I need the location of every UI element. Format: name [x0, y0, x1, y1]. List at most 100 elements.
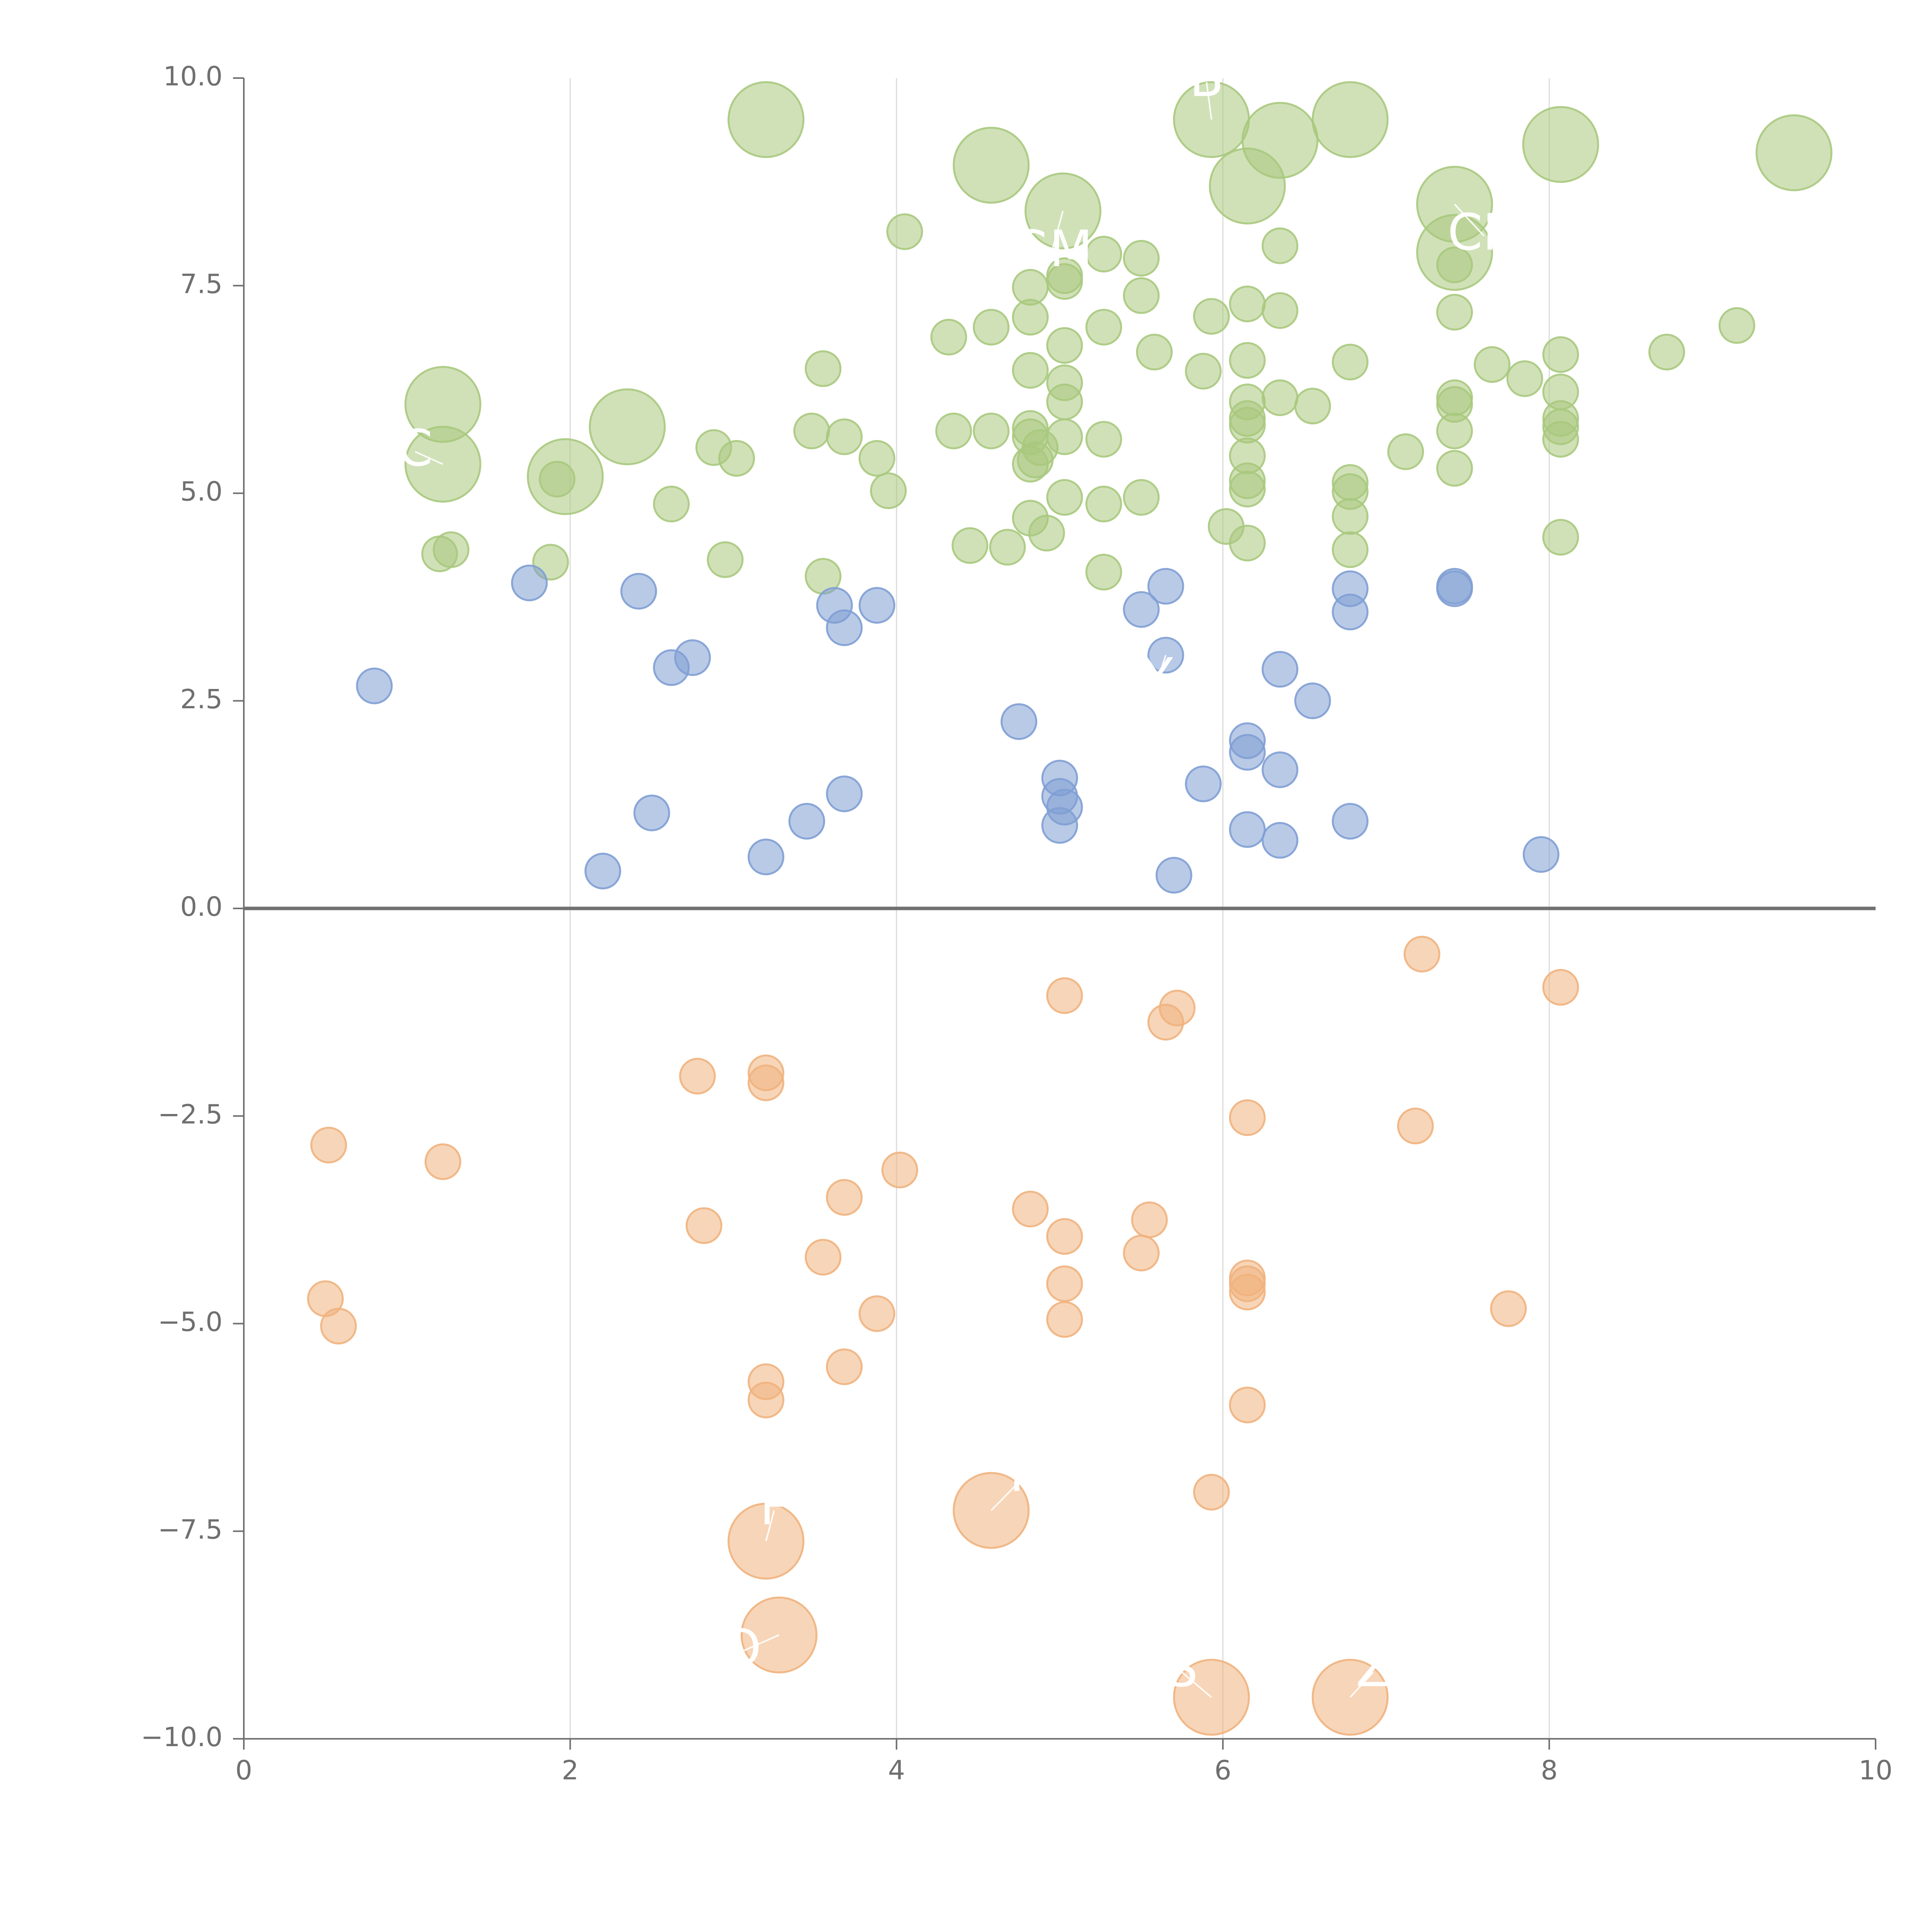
y-tick-label: 7.5: [180, 269, 223, 299]
data-point: [1046, 257, 1083, 294]
data-point: [424, 1143, 461, 1180]
annotation-label: F: [1009, 1444, 1038, 1503]
annotation-label: Z: [1356, 1639, 1390, 1698]
annotation-leader-line: [1181, 1672, 1212, 1698]
annotation-label: S: [1166, 1639, 1198, 1698]
data-point: [1155, 857, 1192, 894]
data-point: [1046, 1218, 1083, 1255]
annotations: B GM C CH Y F F O S Z: [398, 49, 1520, 1698]
data-point: [1229, 734, 1266, 771]
data-point: [826, 1348, 863, 1385]
data-point: [804, 350, 842, 387]
data-point: [1332, 803, 1369, 840]
data-point: [685, 1207, 723, 1244]
data-point: [1085, 309, 1122, 346]
data-point: [989, 529, 1026, 566]
data-point: [1136, 333, 1173, 371]
data-point: [1229, 286, 1266, 323]
data-point: [804, 1239, 842, 1276]
data-point: [356, 667, 393, 704]
data-point: [951, 527, 988, 564]
data-point: [930, 318, 967, 355]
data-point: [1028, 515, 1065, 552]
data-point: [859, 587, 896, 624]
data-point: [620, 573, 657, 610]
data-point: [1000, 703, 1037, 740]
data-point: [1262, 751, 1299, 788]
data-point: [747, 1064, 784, 1101]
data-point: [1542, 336, 1579, 373]
data-point: [1436, 450, 1473, 487]
data-point: [1397, 1107, 1434, 1145]
data-point: [1123, 479, 1160, 516]
data-point: [588, 388, 666, 466]
data-point: [432, 531, 469, 568]
data-point: [1085, 485, 1122, 522]
series-orange: [307, 935, 1579, 1736]
data-point: [1209, 147, 1286, 224]
annotation-label: B: [1189, 49, 1224, 108]
data-point: [1229, 811, 1266, 848]
data-point: [793, 412, 830, 449]
data-point: [310, 1126, 347, 1163]
data-point: [1085, 236, 1122, 273]
data-point: [1229, 406, 1266, 444]
data-point: [1332, 498, 1369, 535]
data-point: [1332, 594, 1369, 631]
data-point: [1262, 227, 1299, 264]
data-point: [788, 803, 825, 840]
data-point: [1229, 1099, 1266, 1136]
data-point: [747, 1381, 784, 1418]
data-point: [1012, 1190, 1049, 1228]
data-point: [826, 609, 863, 646]
series-green: [404, 81, 1833, 595]
data-point: [1229, 1274, 1266, 1311]
y-tick-label: −5.0: [158, 1307, 223, 1338]
y-tick-label: 0.0: [180, 891, 223, 922]
annotation-leader-line: [1454, 204, 1485, 236]
data-point: [1332, 344, 1369, 381]
annotation-leader-line: [415, 451, 444, 465]
data-point: [1185, 765, 1222, 803]
data-point: [1755, 114, 1833, 191]
annotation-leader-line: [990, 1476, 1025, 1511]
data-point: [1085, 421, 1122, 458]
data-point: [973, 412, 1010, 449]
data-point: [1012, 352, 1049, 389]
data-point: [1542, 969, 1579, 1006]
data-point: [859, 1295, 896, 1332]
data-point: [886, 213, 923, 250]
data-point: [1506, 360, 1543, 397]
data-point: [973, 309, 1010, 346]
data-point: [935, 412, 972, 449]
x-tick-label: 6: [1214, 1755, 1231, 1786]
data-point: [1262, 292, 1299, 329]
data-point: [1522, 106, 1599, 183]
annotation-leader-line: [1349, 1672, 1374, 1698]
data-point: [718, 440, 755, 477]
data-point: [653, 485, 690, 522]
data-point: [1262, 651, 1299, 688]
data-point: [1041, 807, 1078, 844]
data-point: [674, 639, 711, 676]
data-point: [1046, 383, 1083, 420]
data-point: [1229, 1386, 1266, 1423]
data-point: [1294, 682, 1331, 719]
data-point: [1229, 471, 1266, 508]
data-point: [320, 1308, 357, 1345]
data-point: [1046, 977, 1083, 1014]
data-point: [707, 541, 744, 578]
data-point: [826, 775, 863, 812]
data-point: [539, 461, 576, 498]
x-tick-label: 0: [235, 1755, 252, 1786]
data-point: [1542, 519, 1579, 556]
data-point: [1387, 433, 1424, 470]
y-tick-label: −2.5: [158, 1099, 223, 1130]
data-point: [584, 852, 621, 889]
annotation-leader-line: [765, 1510, 775, 1542]
data-point: [1522, 836, 1560, 873]
data-point: [1490, 1290, 1527, 1327]
annotation-leader-line: [1156, 655, 1167, 680]
data-point: [881, 1151, 918, 1189]
